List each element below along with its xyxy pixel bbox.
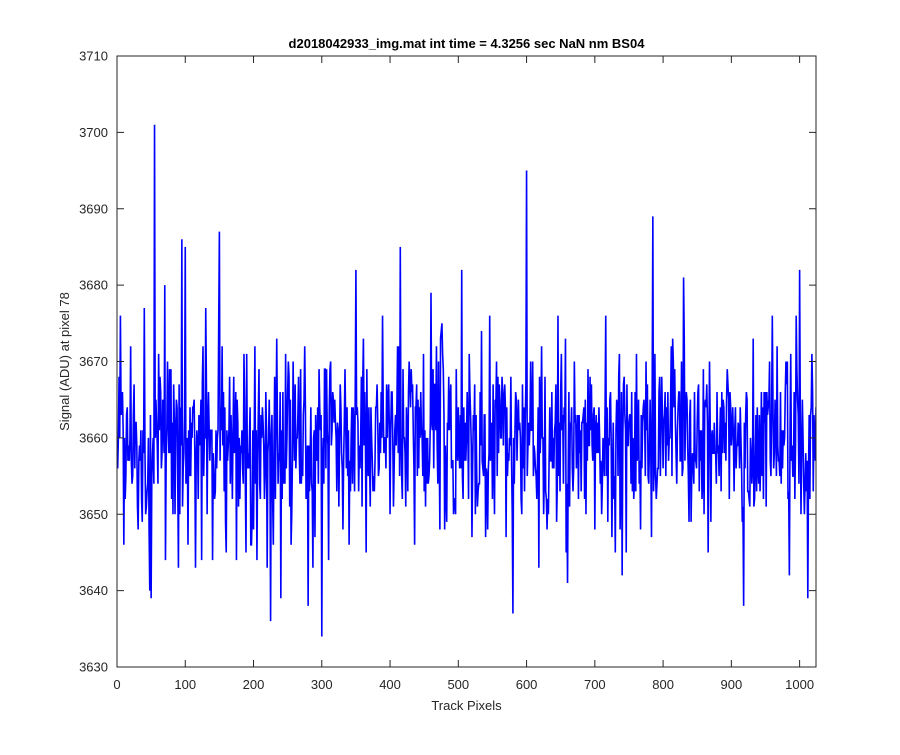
y-tick-label: 3690 [79, 201, 108, 216]
series-line [117, 124, 816, 637]
x-tick-label: 800 [652, 677, 674, 692]
x-tick-label: 700 [584, 677, 606, 692]
y-tick-label: 3680 [79, 278, 108, 293]
x-tick-label: 400 [379, 677, 401, 692]
y-tick-label: 3670 [79, 354, 108, 369]
y-tick-label: 3650 [79, 507, 108, 522]
y-tick-label: 3630 [79, 660, 108, 675]
x-tick-label: 100 [174, 677, 196, 692]
x-tick-label: 600 [516, 677, 538, 692]
y-tick-label: 3710 [79, 49, 108, 64]
y-tick-label: 3660 [79, 430, 108, 445]
x-tick-label: 500 [447, 677, 469, 692]
x-tick-label: 0 [113, 677, 120, 692]
x-tick-label: 1000 [785, 677, 814, 692]
y-tick-label: 3700 [79, 125, 108, 140]
x-axis-label: Track Pixels [431, 698, 502, 713]
plot-area: 0 100 200 300 400 500 600 700 800 900 1000 3630 3640… [79, 49, 817, 692]
chart-title: d2018042933_img.mat int time = 4.3256 se… [289, 36, 646, 51]
x-tick-label: 300 [311, 677, 333, 692]
x-tick-label: 900 [721, 677, 743, 692]
x-tick-label: 200 [243, 677, 265, 692]
y-tick-label: 3640 [79, 583, 108, 598]
y-axis-label: Signal (ADU) at pixel 78 [57, 292, 72, 431]
